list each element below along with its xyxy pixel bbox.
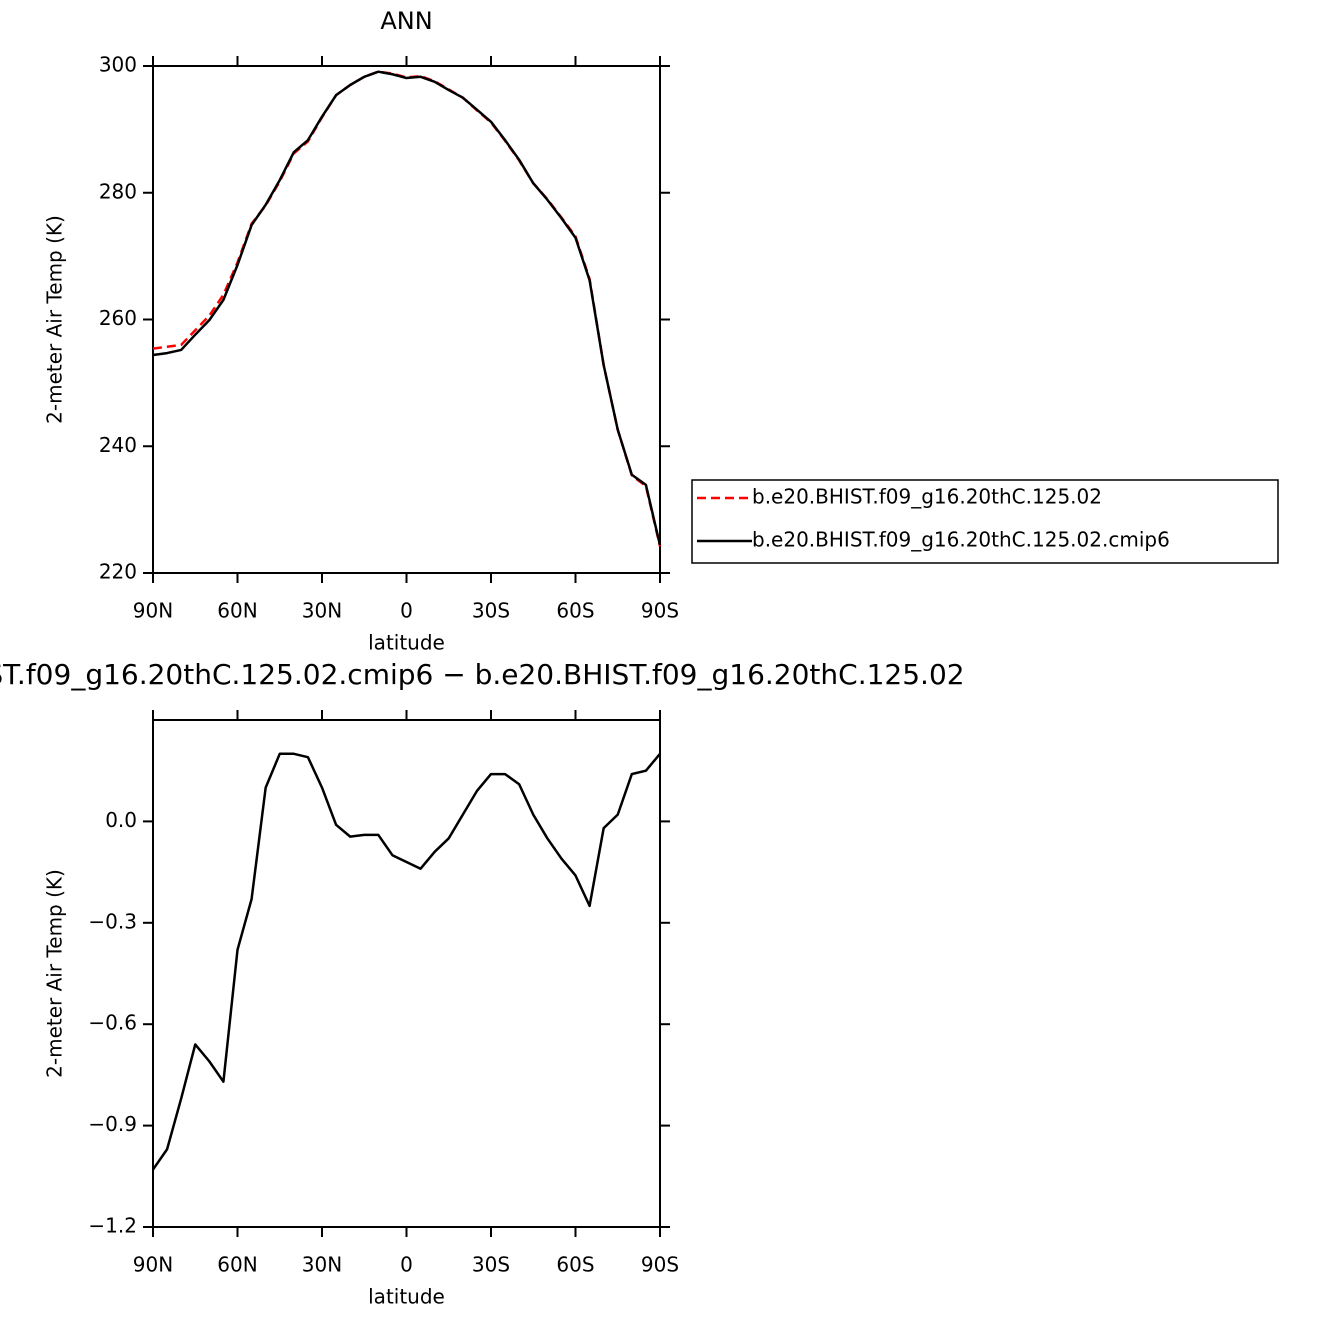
plot-frame xyxy=(152,65,661,574)
chart-title: b.e20.BHIST.f09_g16.20thC.125.02.cmip6 −… xyxy=(0,658,965,691)
data-line xyxy=(152,70,662,547)
legend-label: b.e20.BHIST.f09_g16.20thC.125.02 xyxy=(752,485,1102,509)
y-tick-label: −0.6 xyxy=(88,1011,137,1035)
y-tick-label: 260 xyxy=(99,306,137,330)
x-tick-label: 60S xyxy=(556,599,594,623)
x-tick-label: 30N xyxy=(302,1253,342,1277)
x-tick-label: 30S xyxy=(472,1253,510,1277)
x-axis-label: latitude xyxy=(368,631,445,655)
x-tick-label: 0 xyxy=(400,599,413,623)
plot-frame xyxy=(152,719,661,1228)
x-tick-label: 60S xyxy=(556,1253,594,1277)
x-tick-label: 90N xyxy=(133,599,173,623)
y-tick-label: −0.9 xyxy=(88,1112,137,1136)
y-tick-label: 0.0 xyxy=(105,808,137,832)
x-tick-label: 60N xyxy=(217,1253,257,1277)
y-tick-label: −1.2 xyxy=(88,1214,137,1238)
y-axis-label: 2-meter Air Temp (K) xyxy=(43,215,67,424)
x-tick-label: 60N xyxy=(217,599,257,623)
y-tick-label: 240 xyxy=(99,433,137,457)
data-line xyxy=(152,70,662,546)
y-tick-label: 280 xyxy=(99,179,137,203)
x-tick-label: 90S xyxy=(641,1253,679,1277)
chart-title: ANN xyxy=(380,7,432,35)
y-tick-label: −0.3 xyxy=(88,909,137,933)
x-tick-label: 90N xyxy=(133,1253,173,1277)
x-tick-label: 0 xyxy=(400,1253,413,1277)
x-tick-label: 30S xyxy=(472,599,510,623)
x-axis-label: latitude xyxy=(368,1285,445,1309)
x-tick-label: 90S xyxy=(641,599,679,623)
y-tick-label: 220 xyxy=(99,560,137,584)
y-axis-label: 2-meter Air Temp (K) xyxy=(43,869,67,1078)
legend-box xyxy=(691,479,1279,564)
y-tick-label: 300 xyxy=(99,53,137,77)
x-tick-label: 30N xyxy=(302,599,342,623)
legend-label: b.e20.BHIST.f09_g16.20thC.125.02.cmip6 xyxy=(752,528,1170,552)
data-line xyxy=(151,752,661,1171)
